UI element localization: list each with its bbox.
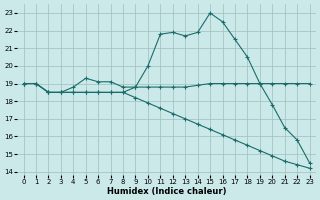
X-axis label: Humidex (Indice chaleur): Humidex (Indice chaleur) (107, 187, 226, 196)
